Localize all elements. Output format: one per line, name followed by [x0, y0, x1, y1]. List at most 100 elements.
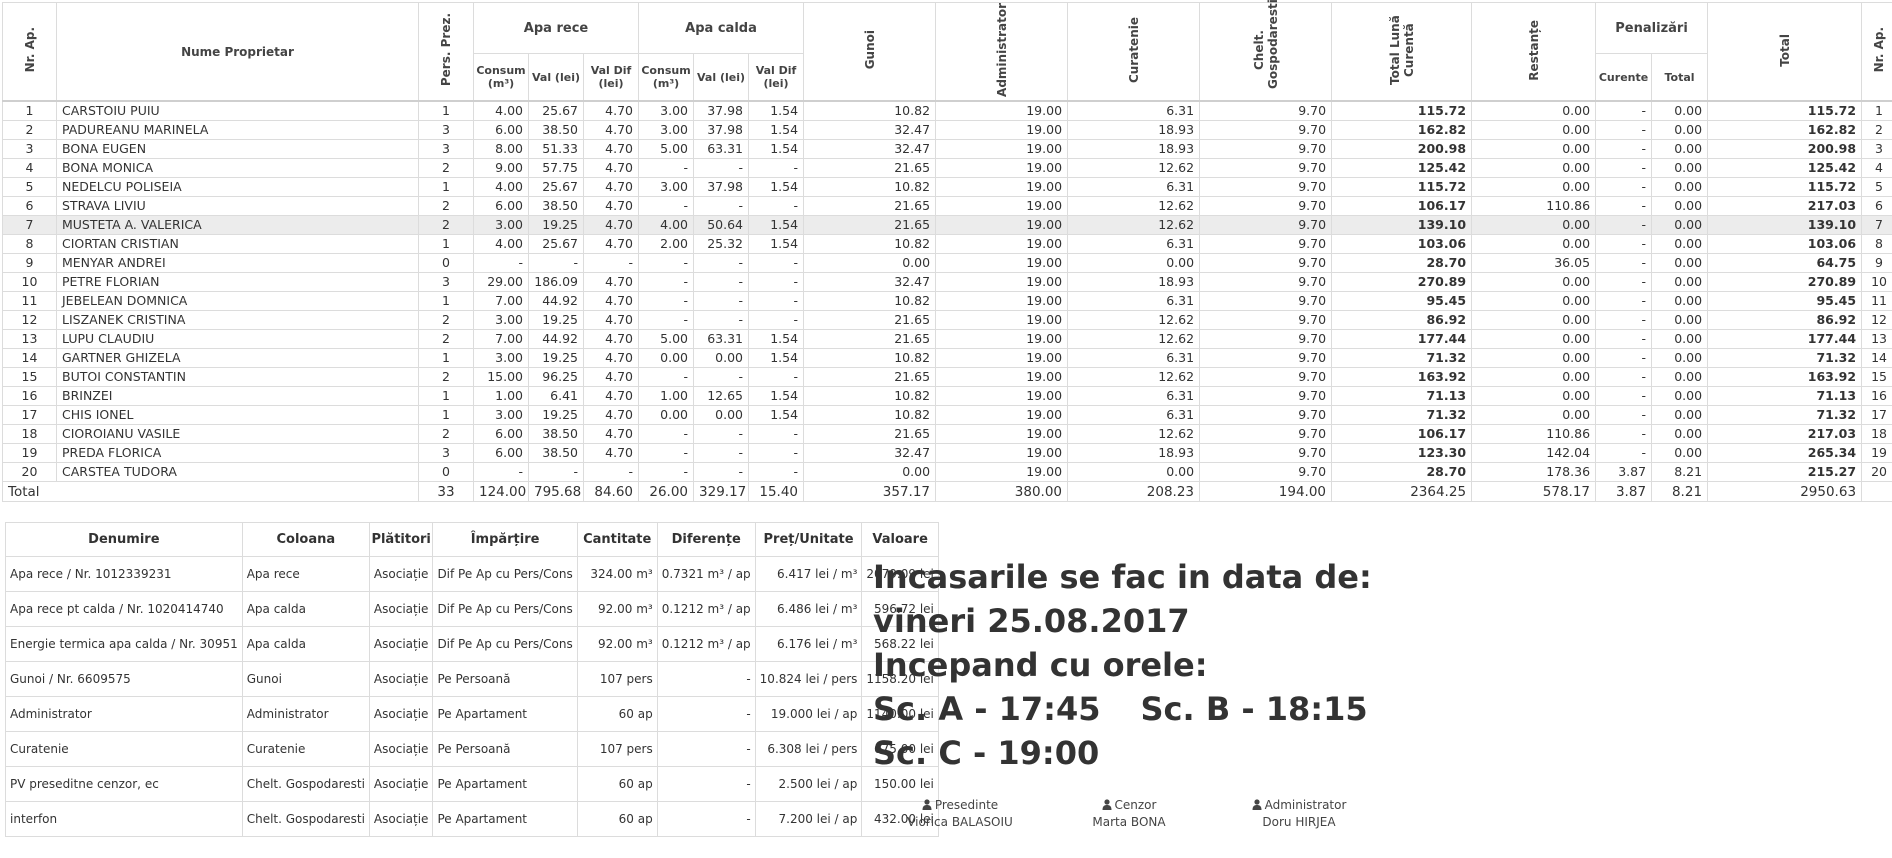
- cell-rece-val: 6.41: [528, 386, 584, 406]
- cell-calda-val-dif: -: [748, 253, 805, 273]
- cost-cell-coloana: Apa calda: [241, 626, 370, 662]
- cost-cell-pret-unitate: 6.417 lei / m³: [754, 556, 863, 592]
- cell-rece-val-dif: 4.70: [582, 139, 640, 159]
- cost-cell-diferente: -: [656, 661, 756, 697]
- cell-calda-val: 37.98: [693, 100, 750, 121]
- cell-chelt: 9.70: [1199, 100, 1333, 121]
- cell-administrator: 19.00: [935, 139, 1069, 159]
- cost-cell-platitori: Asociație: [368, 696, 434, 732]
- cell-gunoi: 32.47: [803, 139, 937, 159]
- cell-pers: 3: [418, 443, 474, 463]
- cell-owner-name: CIORTAN CRISTIAN: [56, 234, 419, 254]
- header-apa-rece: Apa rece: [472, 2, 640, 54]
- user-icon: [1252, 799, 1262, 810]
- table-row: 20 CARSTEA TUDORA 0- - - - - -0.00 19.00 0.00 9.70…: [2, 462, 1892, 482]
- cell-rece-consum: 3.00: [473, 310, 529, 330]
- cell-calda-val-dif: 1.54: [748, 215, 805, 235]
- cell-total-luna: 125.42: [1331, 158, 1473, 178]
- cell-pen-curente: -: [1595, 253, 1653, 273]
- cell-owner-name: BONA MONICA: [56, 158, 419, 178]
- header-nr-ap: Nr. Ap.: [2, 2, 57, 102]
- cell-nr-ap: 20: [2, 462, 57, 482]
- cost-cell-platitori: Asociație: [368, 661, 434, 697]
- cell-pen-curente: -: [1595, 291, 1653, 311]
- cell-rece-val-dif: 4.70: [582, 120, 640, 140]
- total-cell-calda-val-dif: 15.40: [748, 481, 805, 502]
- cell-rece-val-dif: 4.70: [582, 196, 640, 216]
- cell-gunoi: 10.82: [803, 234, 937, 254]
- cost-breakdown-table: Denumire Coloana Plătitori Împărțire Cantita…: [5, 522, 939, 837]
- cell-pers: 1: [418, 386, 474, 406]
- cell-pen-curente: -: [1595, 272, 1653, 292]
- cell-total-luna: 177.44: [1331, 329, 1473, 349]
- cell-owner-name: CIOROIANU VASILE: [56, 424, 419, 444]
- cell-nr-ap-right: 1: [1861, 100, 1892, 121]
- cost-cell-pret-unitate: 6.486 lei / m³: [754, 591, 863, 627]
- cell-pen-total: 0.00: [1651, 443, 1709, 463]
- cell-restante: 0.00: [1471, 234, 1597, 254]
- cell-pen-total: 0.00: [1651, 272, 1709, 292]
- cell-pen-curente: -: [1595, 215, 1653, 235]
- cell-chelt: 9.70: [1199, 215, 1333, 235]
- total-cell-pers: 33: [418, 481, 474, 502]
- cell-calda-consum: 1.00: [638, 386, 695, 406]
- cell-nr-ap: 9: [2, 253, 57, 273]
- cell-pen-curente: -: [1595, 139, 1653, 159]
- table-row: 6 STRAVA LIVIU 2 6.00 38.50 4.70- - -21.65 19.00…: [2, 196, 1892, 216]
- cell-calda-consum: -: [638, 424, 695, 444]
- cell-calda-val: -: [693, 367, 750, 387]
- cell-administrator: 19.00: [935, 462, 1069, 482]
- cell-pen-curente: -: [1595, 120, 1653, 140]
- cell-total: 265.34: [1707, 443, 1863, 463]
- cell-owner-name: NEDELCU POLISEIA: [56, 177, 419, 197]
- cell-rece-val-dif: 4.70: [582, 291, 640, 311]
- table-row: 8 CIORTAN CRISTIAN 1 4.00 25.67 4.70 2.00 25.32…: [2, 234, 1892, 254]
- cost-cell-impartire: Pe Apartament: [432, 696, 578, 732]
- cell-rece-consum: 3.00: [473, 348, 529, 368]
- cell-curatenie: 6.31: [1067, 100, 1201, 121]
- signature-administrator: Administrator Doru HIRJEA: [1214, 797, 1384, 831]
- signature-name: Marta BONA: [1092, 815, 1166, 829]
- cell-curatenie: 12.62: [1067, 310, 1201, 330]
- cell-pen-curente: -: [1595, 177, 1653, 197]
- cost-cell-platitori: Asociație: [368, 626, 434, 662]
- total-cell-total-luna: 2364.25: [1331, 481, 1473, 502]
- cell-nr-ap-right: 11: [1861, 291, 1892, 311]
- cell-rece-consum: 7.00: [473, 329, 529, 349]
- cell-rece-consum: 6.00: [473, 443, 529, 463]
- notice-line-2: vineri 25.08.2017: [873, 602, 1190, 640]
- cost-cell-cantitate: 107 pers: [576, 731, 658, 767]
- cell-curatenie: 6.31: [1067, 348, 1201, 368]
- cell-total: 103.06: [1707, 234, 1863, 254]
- cell-pers: 1: [418, 405, 474, 425]
- cell-calda-val-dif: -: [748, 443, 805, 463]
- cost-cell-pret-unitate: 2.500 lei / ap: [754, 766, 863, 802]
- cell-calda-val-dif: 1.54: [748, 329, 805, 349]
- cost-cell-denumire: Curatenie: [5, 731, 243, 767]
- cell-rece-val-dif: 4.70: [582, 177, 640, 197]
- cell-nr-ap: 7: [2, 215, 57, 235]
- cost-cell-denumire: Apa rece pt calda / Nr. 1020414740: [5, 591, 243, 627]
- cell-calda-val-dif: -: [748, 272, 805, 292]
- cell-chelt: 9.70: [1199, 424, 1333, 444]
- cell-total: 95.45: [1707, 291, 1863, 311]
- cost-cell-denumire: Apa rece / Nr. 1012339231: [5, 556, 243, 592]
- cell-calda-val: -: [693, 462, 750, 482]
- cell-rece-consum: 3.00: [473, 405, 529, 425]
- cell-total-luna: 71.32: [1331, 405, 1473, 425]
- cell-rece-consum: 9.00: [473, 158, 529, 178]
- cell-rece-val-dif: -: [582, 462, 640, 482]
- cell-total-luna: 115.72: [1331, 100, 1473, 121]
- cell-restante: 0.00: [1471, 367, 1597, 387]
- cell-total: 64.75: [1707, 253, 1863, 273]
- cell-nr-ap-right: 5: [1861, 177, 1892, 197]
- cell-total: 71.13: [1707, 386, 1863, 406]
- cell-pers: 2: [418, 310, 474, 330]
- total-cell-curatenie: 208.23: [1067, 481, 1201, 502]
- cell-chelt: 9.70: [1199, 329, 1333, 349]
- cell-restante: 0.00: [1471, 348, 1597, 368]
- header-total-luna: Total Lună Curentă: [1331, 2, 1473, 102]
- cell-rece-val: 38.50: [528, 424, 584, 444]
- cost-cell-diferente: 0.1212 m³ / ap: [656, 591, 756, 627]
- cost-cell-coloana: Gunoi: [241, 661, 370, 697]
